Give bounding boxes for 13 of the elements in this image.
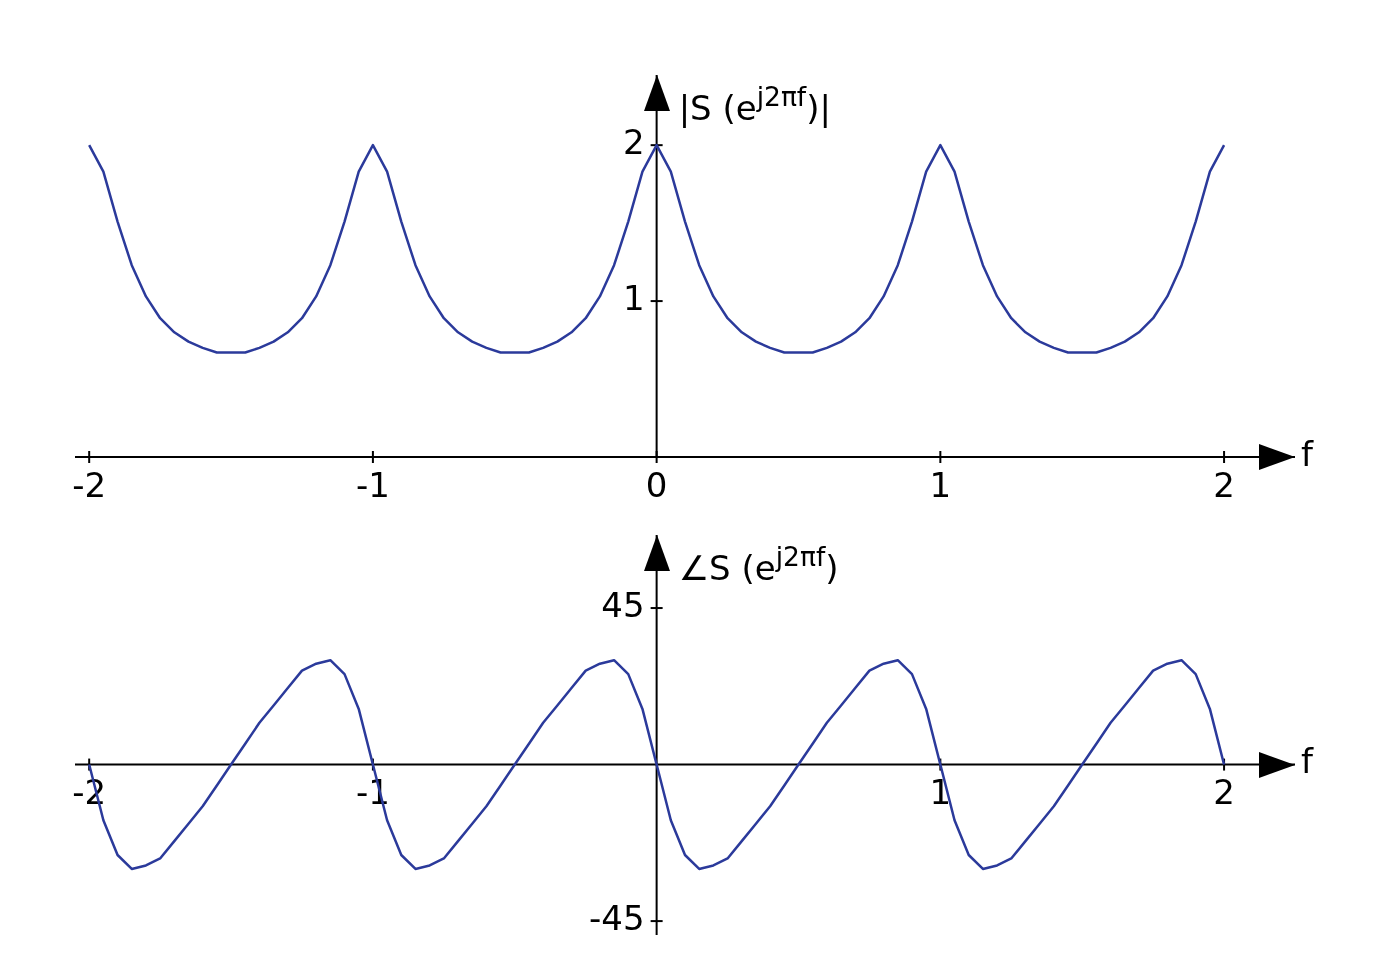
x-tick-label: 2 [1213,464,1235,505]
y-tick-label: -45 [589,897,645,938]
x-tick-label: 0 [645,464,668,505]
x-tick-label: 2 [1213,772,1235,813]
x-axis-title: f [1301,433,1314,474]
x-tick-label: 1 [929,464,952,505]
y-tick-label: 45 [601,584,645,625]
y-tick-label: 1 [622,277,645,318]
x-axis-title: f [1301,741,1314,782]
x-tick-label: 1 [929,772,952,813]
x-tick-label: -1 [355,464,390,505]
x-tick-label: -2 [72,464,107,505]
y-tick-label: 2 [622,121,645,162]
